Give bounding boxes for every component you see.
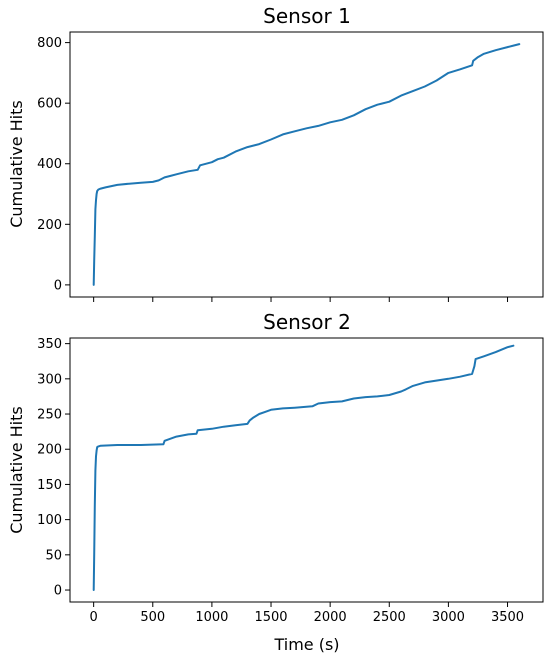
axes-frame <box>69 31 544 298</box>
x-tick-label: 1500 <box>254 610 287 625</box>
subplot-sensor-2: Sensor 2 Cumulative Hits Time (s) 0 500 10… <box>7 310 544 654</box>
series-line <box>92 43 521 286</box>
x-tick-label: 0 <box>90 610 98 625</box>
chart-title: Sensor 1 <box>263 4 351 28</box>
subplot-sensor-1: Sensor 1 Cumulative Hits 0 200 400 600 800 <box>7 4 544 302</box>
chart-title: Sensor 2 <box>263 310 351 334</box>
y-tick-label: 400 <box>37 157 62 172</box>
y-tick-label: 250 <box>37 408 62 423</box>
y-tick-label: 150 <box>37 478 62 493</box>
x-tick-label: 1000 <box>195 610 228 625</box>
y-tick-label: 0 <box>54 584 62 599</box>
y-tick-label: 800 <box>37 36 62 51</box>
y-axis-label: Cumulative Hits <box>7 406 26 534</box>
y-tick-label: 50 <box>45 548 62 563</box>
x-axis-label: Time (s) <box>273 635 339 654</box>
y-tick-label: 100 <box>37 513 62 528</box>
y-tick-label: 600 <box>37 97 62 112</box>
x-tick-label: 2500 <box>373 610 406 625</box>
x-tick-label: 3000 <box>432 610 465 625</box>
plot-area <box>92 43 521 286</box>
series-line <box>92 344 515 591</box>
y-tick-label: 0 <box>54 278 62 293</box>
x-tick-label: 500 <box>140 610 165 625</box>
y-tick-label: 350 <box>37 337 62 352</box>
y-tick-label: 300 <box>37 372 62 387</box>
axes-frame <box>69 337 544 603</box>
x-tick-label: 3500 <box>491 610 524 625</box>
y-axis-label: Cumulative Hits <box>7 100 26 228</box>
y-tick-label: 200 <box>37 443 62 458</box>
x-tick-label: 2000 <box>314 610 347 625</box>
plot-area <box>92 344 515 591</box>
y-tick-label: 200 <box>37 218 62 233</box>
